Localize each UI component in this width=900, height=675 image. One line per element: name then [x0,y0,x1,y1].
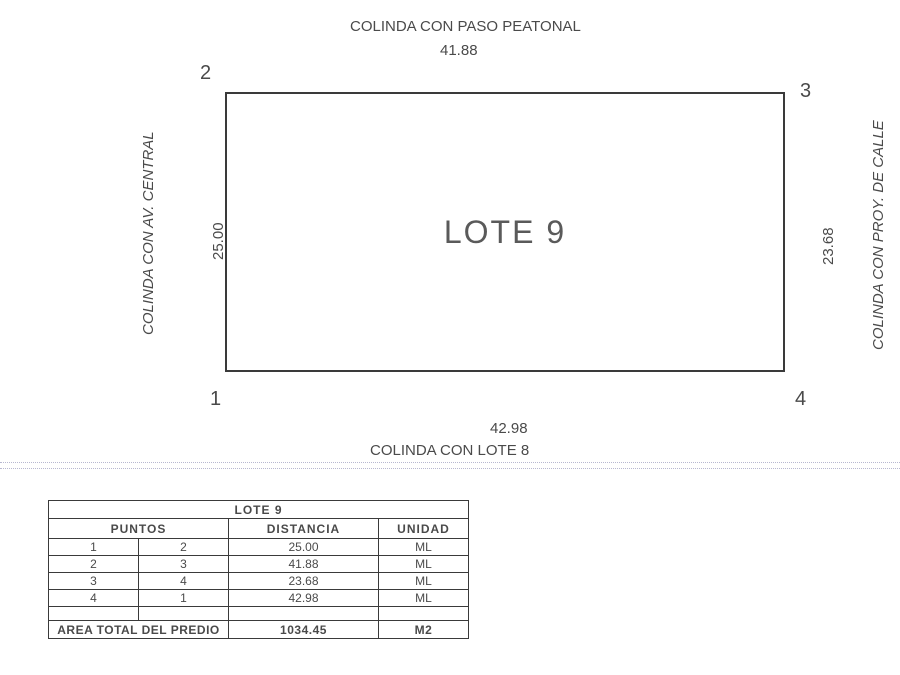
lot-data-table: LOTE 9 PUNTOS DISTANCIA UNIDAD 1 2 25.00… [48,500,469,639]
cell-to: 4 [139,573,229,590]
edge-length-bottom: 42.98 [490,420,528,437]
footer-unit: M2 [379,621,469,639]
edge-length-right: 23.68 [820,227,837,265]
cell-unit: ML [379,539,469,556]
boundary-label-left: COLINDA CON AV. CENTRAL [140,131,157,335]
boundary-label-bottom: COLINDA CON LOTE 8 [370,442,529,459]
cell-unit: ML [379,573,469,590]
cell-to: 1 [139,590,229,607]
corner-label-4: 4 [795,388,806,411]
cell-unit: ML [379,590,469,607]
boundary-label-right: COLINDA CON PROY. DE CALLE [870,120,887,350]
cell-from: 3 [49,573,139,590]
cell-from: 4 [49,590,139,607]
lot-rectangle: LOTE 9 [225,92,785,372]
corner-label-1: 1 [210,388,221,411]
table-footer-row: AREA TOTAL DEL PREDIO 1034.45 M2 [49,621,469,639]
table-row: 3 4 23.68 ML [49,573,469,590]
footer-label: AREA TOTAL DEL PREDIO [49,621,229,639]
corner-label-2: 2 [200,62,211,85]
edge-length-top: 41.88 [440,42,478,59]
footer-value: 1034.45 [229,621,379,639]
cell-from: 1 [49,539,139,556]
table-blank-row [49,607,469,621]
table-row: 1 2 25.00 ML [49,539,469,556]
dotted-rule [0,462,900,463]
col-header-unit: UNIDAD [379,519,469,539]
lot-table: LOTE 9 PUNTOS DISTANCIA UNIDAD 1 2 25.00… [48,500,469,639]
cell-to: 2 [139,539,229,556]
lot-title: LOTE 9 [444,214,566,251]
table-row: 2 3 41.88 ML [49,556,469,573]
cell-distance: 23.68 [229,573,379,590]
page: COLINDA CON PASO PEATONAL 41.88 2 3 1 4 … [0,0,900,675]
cell-distance: 41.88 [229,556,379,573]
corner-label-3: 3 [800,80,811,103]
table-title: LOTE 9 [49,501,469,519]
cell-unit: ML [379,556,469,573]
dotted-rule [0,468,900,469]
cell-distance: 25.00 [229,539,379,556]
edge-length-left: 25.00 [210,222,227,260]
boundary-label-top: COLINDA CON PASO PEATONAL [350,18,581,35]
col-header-distance: DISTANCIA [229,519,379,539]
table-row: 4 1 42.98 ML [49,590,469,607]
col-header-points: PUNTOS [49,519,229,539]
cell-to: 3 [139,556,229,573]
cell-from: 2 [49,556,139,573]
cell-distance: 42.98 [229,590,379,607]
